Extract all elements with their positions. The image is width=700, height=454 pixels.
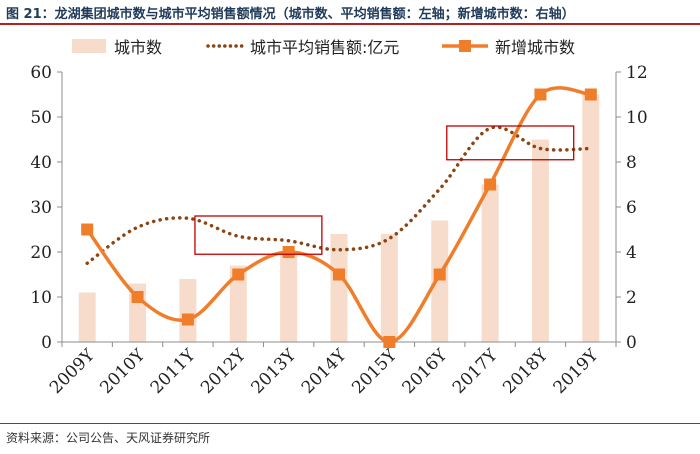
line-marker bbox=[333, 268, 345, 281]
x-axis-tick-label: 2015Y bbox=[348, 345, 401, 398]
line-marker bbox=[484, 178, 497, 191]
line-marker bbox=[383, 336, 396, 348]
right-axis-tick-label: 2 bbox=[626, 288, 637, 308]
right-axis-tick-label: 4 bbox=[626, 243, 637, 263]
x-axis-tick-label: 2012Y bbox=[197, 345, 250, 398]
highlight-box bbox=[446, 125, 575, 161]
top-rule bbox=[0, 23, 700, 25]
x-axis-tick-label: 2018Y bbox=[499, 345, 552, 398]
left-axis-tick-label: 0 bbox=[41, 333, 52, 353]
bottom-rule bbox=[0, 423, 700, 424]
bar bbox=[229, 265, 247, 342]
line-marker bbox=[282, 246, 295, 258]
legend-swatch-marker bbox=[459, 40, 471, 52]
legend-swatch-bar bbox=[72, 39, 106, 53]
left-axis-tick-label: 10 bbox=[30, 288, 52, 308]
x-axis-tick-label: 2009Y bbox=[46, 345, 99, 398]
x-axis-tick-label: 2011Y bbox=[147, 345, 200, 398]
source-note: 资料来源：公司公告、天风证券研究所 bbox=[6, 431, 211, 445]
bar bbox=[380, 234, 398, 342]
line-marker bbox=[534, 88, 547, 101]
right-axis-tick-label: 10 bbox=[626, 108, 648, 128]
right-axis-tick-label: 12 bbox=[626, 63, 648, 83]
left-axis-tick-label: 20 bbox=[30, 243, 52, 263]
chart-title: 图 21：龙湖集团城市数与城市平均销售额情况（城市数、平均销售额：左轴；新增城市… bbox=[6, 7, 575, 22]
line-marker bbox=[433, 268, 446, 281]
bar bbox=[179, 279, 197, 342]
x-axis-tick-label: 2016Y bbox=[399, 345, 452, 398]
highlight-box bbox=[194, 215, 323, 255]
right-axis-tick-label: 8 bbox=[626, 153, 637, 173]
right-axis-tick-label: 0 bbox=[626, 333, 637, 353]
bar bbox=[330, 234, 348, 342]
bar bbox=[582, 94, 600, 342]
line-marker bbox=[584, 88, 597, 101]
bar bbox=[481, 184, 499, 342]
legend-label-solid-line: 新增城市数 bbox=[495, 38, 575, 57]
left-axis-tick-label: 30 bbox=[30, 198, 52, 218]
left-axis-tick-label: 50 bbox=[30, 108, 52, 128]
line-marker bbox=[181, 313, 194, 326]
left-axis-tick-label: 40 bbox=[30, 153, 52, 173]
legend-label-dotted-line: 城市平均销售额:亿元 bbox=[250, 38, 399, 57]
series-line-new-cities bbox=[85, 86, 592, 344]
plot-area: 01020304050600246810122009Y2010Y2011Y201… bbox=[30, 63, 647, 398]
bar bbox=[78, 292, 96, 342]
x-axis-tick-label: 2019Y bbox=[550, 345, 603, 398]
left-axis-tick-label: 60 bbox=[30, 63, 52, 83]
series-line-avg-sales bbox=[85, 125, 593, 265]
bar bbox=[531, 139, 549, 342]
line-marker bbox=[81, 223, 94, 236]
bar bbox=[280, 252, 298, 342]
legend-label-bar: 城市数 bbox=[114, 38, 162, 57]
x-axis-tick-label: 2014Y bbox=[298, 345, 351, 398]
x-axis-tick-label: 2017Y bbox=[449, 345, 502, 398]
legend: 城市数 城市平均销售额:亿元 新增城市数 bbox=[72, 38, 575, 57]
bar bbox=[431, 220, 449, 342]
x-axis-tick-label: 2010Y bbox=[96, 345, 149, 398]
right-axis-tick-label: 6 bbox=[626, 198, 637, 218]
chart: 城市数 城市平均销售额:亿元 新增城市数 0 10 20 30 40 50 60 0 2 4 6 8 1… bbox=[30, 38, 647, 398]
x-axis-tick-label: 2013Y bbox=[247, 345, 300, 398]
line-marker bbox=[232, 268, 245, 281]
line-marker bbox=[131, 291, 144, 303]
